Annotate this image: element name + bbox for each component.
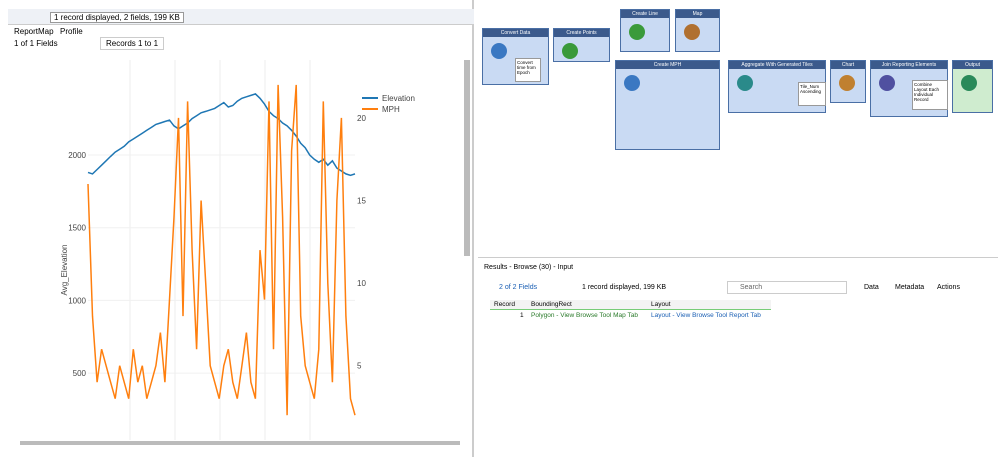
chart-bg bbox=[10, 52, 462, 440]
tool-container[interactable]: Create MPH bbox=[615, 60, 720, 150]
tool-icon[interactable] bbox=[629, 24, 645, 40]
series-line bbox=[87, 93, 356, 177]
container-title: Aggregate With Generated Tiles bbox=[729, 61, 825, 69]
container-title: Chart bbox=[831, 61, 865, 69]
cell: 1 bbox=[520, 312, 524, 319]
records-box: Records 1 to 1 bbox=[100, 37, 164, 50]
tab[interactable]: Report bbox=[14, 27, 39, 36]
container-title: Create MPH bbox=[616, 61, 719, 69]
results-panel bbox=[478, 260, 998, 457]
container-title: Join Reporting Elements bbox=[871, 61, 947, 69]
scrollbar[interactable] bbox=[20, 441, 460, 445]
legend-label: MPH bbox=[382, 105, 400, 114]
tool-icon[interactable] bbox=[737, 75, 753, 91]
actions[interactable]: Actions bbox=[937, 284, 960, 291]
cell[interactable]: Layout - View Browse Tool Report Tab bbox=[651, 312, 761, 319]
y-axis-title: Avg_Elevation bbox=[60, 245, 69, 296]
cell[interactable]: Polygon - View Browse Tool Map Tab bbox=[531, 312, 638, 319]
results-status: 1 record displayed, 199 KB bbox=[582, 284, 667, 291]
header-cell: Record bbox=[494, 301, 515, 308]
table-header bbox=[490, 300, 771, 310]
y2-tick-label: 15 bbox=[357, 197, 366, 206]
y-tick-label: 1000 bbox=[68, 296, 86, 305]
search-box[interactable]: Search bbox=[727, 281, 847, 294]
y2-tick-label: 20 bbox=[357, 114, 366, 123]
chart: Avg_Elevation 500 1000 1500 2000 5 10 15 20 Elev… bbox=[10, 52, 470, 445]
tool-container[interactable]: Create Points bbox=[553, 28, 610, 62]
container-title: Convert Data bbox=[483, 29, 548, 37]
y-tick-label: 1500 bbox=[68, 224, 86, 233]
fields-dropdown[interactable]: 1 of 1 Fields bbox=[14, 39, 58, 48]
data-radio[interactable]: Data bbox=[864, 284, 879, 291]
tool-container[interactable]: Create Line bbox=[620, 9, 670, 52]
tool-icon[interactable] bbox=[491, 43, 507, 59]
series-line bbox=[87, 84, 356, 416]
tool-container[interactable]: Output bbox=[952, 60, 993, 113]
tool-icon[interactable] bbox=[879, 75, 895, 91]
status: 1 record displayed, 2 fields, 199 KB bbox=[50, 12, 184, 23]
container-title: Create Points bbox=[554, 29, 609, 37]
y2-tick-label: 10 bbox=[357, 279, 366, 288]
left-panel bbox=[0, 0, 474, 457]
container-title: Output bbox=[953, 61, 992, 69]
container-title: Map bbox=[676, 10, 719, 18]
header-cell: BoundingRect bbox=[531, 301, 572, 308]
tool-note: Convert time from Epoch bbox=[515, 58, 541, 82]
metadata-radio[interactable]: Metadata bbox=[895, 284, 925, 291]
legend-label: Elevation bbox=[382, 94, 415, 103]
y-tick-label: 2000 bbox=[68, 151, 86, 160]
scrollbar[interactable] bbox=[464, 60, 470, 256]
tool-note: Tile_Num Ascending bbox=[798, 82, 826, 106]
y-tick-label: 500 bbox=[73, 369, 87, 378]
tool-container[interactable]: Chart bbox=[830, 60, 866, 103]
tab[interactable]: Profile bbox=[60, 27, 83, 36]
tool-icon[interactable] bbox=[562, 43, 578, 59]
tool-icon[interactable] bbox=[839, 75, 855, 91]
container-title: Create Line bbox=[621, 10, 669, 18]
tool-icon[interactable] bbox=[624, 75, 640, 91]
fields-dropdown[interactable]: 2 of 2 Fields bbox=[499, 284, 538, 291]
tab[interactable]: Map bbox=[38, 27, 54, 36]
y2-tick-label: 5 bbox=[357, 362, 362, 371]
results-title: Results - Browse (30) - Input bbox=[484, 264, 574, 271]
tool-note: Combine Layout Each Individual Record bbox=[912, 80, 948, 110]
header-cell: Layout bbox=[651, 301, 671, 308]
tool-icon[interactable] bbox=[961, 75, 977, 91]
tool-container[interactable]: Map bbox=[675, 9, 720, 52]
tool-icon[interactable] bbox=[684, 24, 700, 40]
